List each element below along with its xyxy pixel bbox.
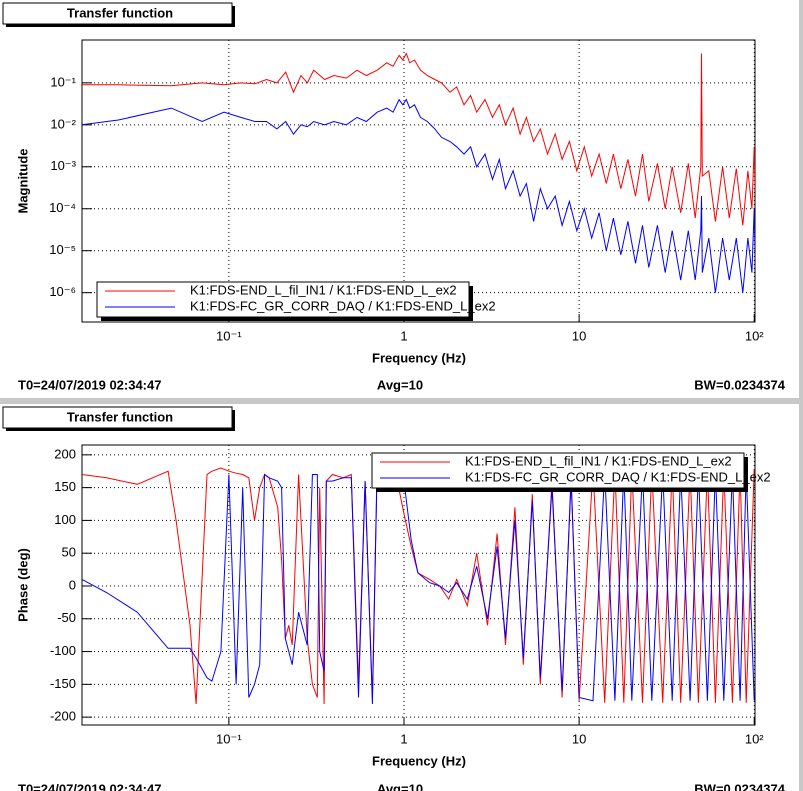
chart-title: Transfer function — [67, 409, 173, 424]
x-tick-label: 1 — [400, 328, 407, 343]
y-tick-label: 10⁻⁶ — [49, 284, 76, 299]
y-tick-label: 10⁻⁵ — [49, 242, 76, 257]
x-tick-label: 10 — [572, 328, 586, 343]
y-tick-label: 50 — [62, 545, 76, 560]
x-tick-label: 10² — [745, 328, 764, 343]
footer-left: T0=24/07/2019 02:34:47 — [18, 377, 161, 392]
panel-separator — [0, 398, 803, 404]
title-box — [2, 2, 233, 25]
footer-right: BW=0.0234374 — [694, 781, 785, 791]
data-line — [82, 98, 755, 293]
y-tick-label: 10⁻⁴ — [49, 200, 76, 215]
y-tick-label: -50 — [57, 610, 76, 625]
footer-right: BW=0.0234374 — [694, 377, 785, 392]
y-tick-label: 150 — [54, 479, 76, 494]
legend-label: K1:FDS-FC_GR_CORR_DAQ / K1:FDS-END_L_ex2 — [465, 469, 771, 484]
legend-box — [371, 452, 745, 489]
x-tick-label: 10⁻¹ — [216, 328, 242, 343]
x-tick-label: 10² — [745, 731, 764, 746]
x-tick-label: 10⁻¹ — [216, 731, 242, 746]
footer-left: T0=24/07/2019 02:34:47 — [18, 781, 161, 791]
y-tick-label: -200 — [50, 709, 76, 724]
x-tick-label: 1 — [400, 731, 407, 746]
chart-title: Transfer function — [67, 5, 173, 20]
y-tick-label: -100 — [50, 643, 76, 658]
legend-label: K1:FDS-END_L_fil_IN1 / K1:FDS-END_L_ex2 — [465, 453, 732, 468]
x-axis-label: Frequency (Hz) — [372, 350, 466, 365]
footer-center: Avg=10 — [377, 781, 423, 791]
legend-box — [96, 281, 470, 318]
y-tick-label: 100 — [54, 512, 76, 527]
y-tick-label: 10⁻² — [50, 116, 76, 131]
y-tick-label: 10⁻¹ — [50, 74, 76, 89]
y-axis-label: Phase (deg) — [15, 548, 30, 622]
y-tick-label: 200 — [54, 446, 76, 461]
y-tick-label: 10⁻³ — [50, 158, 76, 173]
footer-center: Avg=10 — [377, 377, 423, 392]
data-line — [82, 467, 755, 705]
y-tick-label: 0 — [69, 577, 76, 592]
plot-lines — [82, 52, 755, 293]
legend-label: K1:FDS-END_L_fil_IN1 / K1:FDS-END_L_ex2 — [190, 282, 457, 297]
plot-frame — [81, 39, 756, 323]
title-box — [2, 406, 233, 429]
data-line — [82, 52, 755, 226]
window-edge — [799, 0, 803, 791]
x-axis-label: Frequency (Hz) — [372, 753, 466, 768]
y-tick-label: -150 — [50, 676, 76, 691]
y-axis-label: Magnitude — [15, 149, 30, 214]
x-tick-label: 10 — [572, 731, 586, 746]
legend-label: K1:FDS-FC_GR_CORR_DAQ / K1:FDS-END_L_ex2 — [190, 298, 496, 313]
